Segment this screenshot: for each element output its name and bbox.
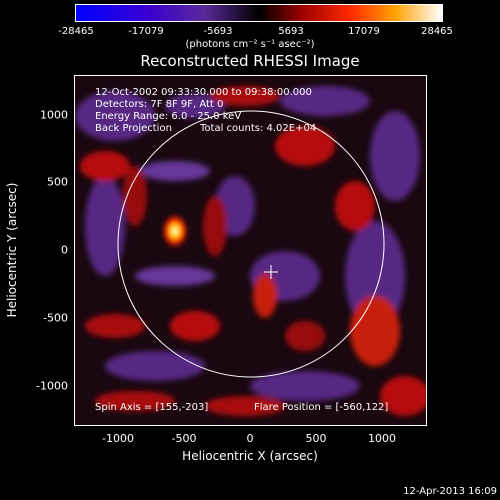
total-counts: Total counts: 4.02E+04 — [200, 123, 317, 134]
energy-range: Energy Range: 6.0 - 25.0 keV — [95, 111, 242, 122]
generation-timestamp: 12-Apr-2013 16:09 — [403, 486, 497, 497]
colorbar-tick-label: 28465 — [421, 26, 453, 37]
colorbar-units: (photons cm⁻² s⁻¹ asec⁻²) — [185, 39, 315, 50]
colorbar-tick-label: 17079 — [348, 26, 380, 37]
observation-time: 12-Oct-2002 09:33:30.000 to 09:38:00.000 — [95, 87, 312, 98]
x-tick-label: 0 — [246, 432, 254, 445]
x-tick-label: -500 — [171, 432, 197, 445]
spin-axis: Spin Axis = [155,-203] — [95, 402, 209, 413]
colorbar-tick-label: 5693 — [278, 26, 304, 37]
y-tick-label: -500 — [43, 311, 68, 325]
y-tick-label: 500 — [47, 175, 68, 189]
x-tick-label: -1000 — [102, 432, 134, 445]
x-tick-label: 1000 — [368, 432, 396, 445]
solar-image-frame — [74, 75, 427, 426]
x-tick-label: 500 — [305, 432, 327, 445]
rhessi-image — [75, 76, 426, 425]
colorbar-tick-label: -17079 — [128, 26, 164, 37]
detectors-info: Detectors: 7F 8F 9F, Att 0 — [95, 99, 224, 110]
plot-title: Reconstructed RHESSI Image — [140, 52, 360, 70]
y-tick-label: 0 — [61, 243, 68, 257]
colorbar-tick-label: -5693 — [203, 26, 233, 37]
x-axis-label: Heliocentric X (arcsec) — [182, 449, 318, 463]
colorbar-tick-label: -28465 — [58, 26, 94, 37]
y-axis-label: Heliocentric Y (arcsec) — [5, 182, 19, 318]
reconstruction-method: Back Projection — [95, 123, 172, 134]
colorbar — [75, 4, 443, 22]
y-tick-label: 1000 — [40, 108, 68, 122]
y-tick-label: -1000 — [36, 379, 68, 393]
flare-position: Flare Position = [-560,122] — [254, 402, 389, 413]
